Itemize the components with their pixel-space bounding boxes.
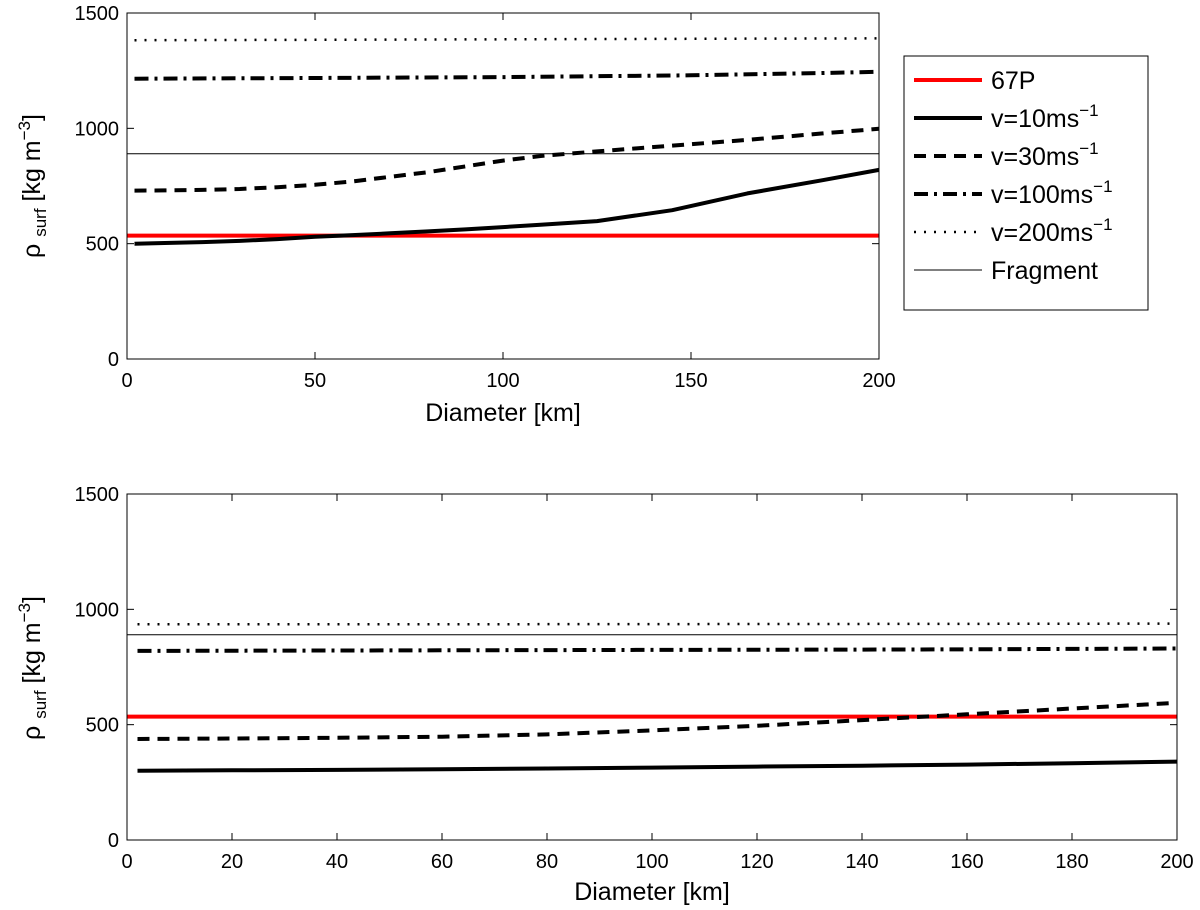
legend-label-superscript: −1	[1093, 177, 1112, 196]
y-axis-label: ρ surf [kg m−3]	[15, 114, 50, 258]
x-tick-label: 140	[845, 851, 878, 873]
legend-label-text: Fragment	[991, 257, 1098, 285]
legend-label-text: v=30ms	[991, 143, 1079, 171]
legend-label-v100: v=100ms−1	[991, 177, 1113, 209]
series-line-v10	[137, 759, 1178, 773]
legend-box	[903, 55, 1149, 311]
y-axis-unit-end: ]	[18, 114, 46, 121]
x-tick-label: 0	[121, 851, 132, 873]
y-axis-subscript: surf	[31, 208, 50, 237]
legend-label-text: v=10ms	[991, 105, 1079, 133]
x-tick-label: 80	[536, 851, 558, 873]
panel-bottom: 0 20 40 60 80 100 120 140 160 180 200 0 500 1000 1500 D…	[15, 484, 1194, 906]
legend-label-superscript: −1	[1093, 215, 1112, 234]
y-axis-subscript: surf	[31, 690, 50, 719]
x-tick-label: 40	[326, 851, 348, 873]
panel-top: 0 50 100 150 200 0 500 1000 1500 Diameter [km] ρ s…	[15, 3, 896, 427]
y-axis-symbol: ρ	[18, 719, 46, 740]
y-axis-superscript: −3	[15, 603, 34, 622]
y-tick-label: 0	[108, 830, 119, 852]
x-tick-label: 160	[950, 851, 983, 873]
y-tick-label: 0	[108, 349, 119, 371]
legend-label-v200: v=200ms−1	[991, 215, 1113, 247]
series-line-v100	[134, 69, 880, 81]
y-axis-unit-end: ]	[18, 596, 46, 603]
y-tick-label: 1500	[75, 3, 120, 25]
x-tick-label: 200	[862, 370, 895, 392]
legend-label-v30: v=30ms−1	[991, 139, 1099, 171]
axes-frame	[126, 493, 1178, 841]
series-line-v10	[134, 167, 880, 246]
x-tick-label: 100	[635, 851, 668, 873]
legend-label-text: v=100ms	[991, 181, 1093, 209]
y-axis-superscript: −3	[15, 121, 34, 140]
series-line-v200	[134, 37, 880, 42]
y-tick-label: 1000	[75, 599, 120, 621]
x-tick-label: 100	[486, 370, 519, 392]
x-axis-label: Diameter [km]	[574, 878, 730, 906]
legend-label-superscript: −1	[1079, 139, 1098, 158]
x-axis-label: Diameter [km]	[425, 399, 581, 427]
y-tick-label: 1000	[75, 118, 120, 140]
series-line-v30	[137, 700, 1178, 741]
series-line-v100	[137, 646, 1178, 653]
y-tick-label: 1500	[75, 484, 120, 506]
x-tick-label: 60	[431, 851, 453, 873]
x-tick-label: 200	[1160, 851, 1193, 873]
series-line-v200	[137, 622, 1178, 626]
x-tick-label: 150	[674, 370, 707, 392]
x-tick-label: 120	[740, 851, 773, 873]
x-tick-label: 0	[121, 370, 132, 392]
x-tick-label: 180	[1055, 851, 1088, 873]
legend-label-67P: 67P	[991, 67, 1035, 95]
series-line-v30	[134, 126, 880, 193]
y-axis-symbol: ρ	[18, 237, 46, 258]
y-axis-unit: [kg m	[18, 622, 46, 690]
legend-label-text: 67P	[991, 67, 1035, 95]
legend-label-v10: v=10ms−1	[991, 101, 1099, 133]
x-tick-label: 50	[304, 370, 326, 392]
legend-label-text: v=200ms	[991, 219, 1093, 247]
legend-label-superscript: −1	[1079, 101, 1098, 120]
y-tick-label: 500	[86, 715, 119, 737]
x-tick-label: 20	[221, 851, 243, 873]
y-axis-unit: [kg m	[18, 140, 46, 208]
y-axis-label: ρ surf [kg m−3]	[15, 596, 50, 740]
legend: 67Pv=10ms−1v=30ms−1v=100ms−1v=200ms−1Fra…	[903, 55, 1149, 311]
legend-label-frag: Fragment	[991, 257, 1098, 285]
axes-frame	[126, 12, 880, 360]
y-tick-label: 500	[86, 234, 119, 256]
